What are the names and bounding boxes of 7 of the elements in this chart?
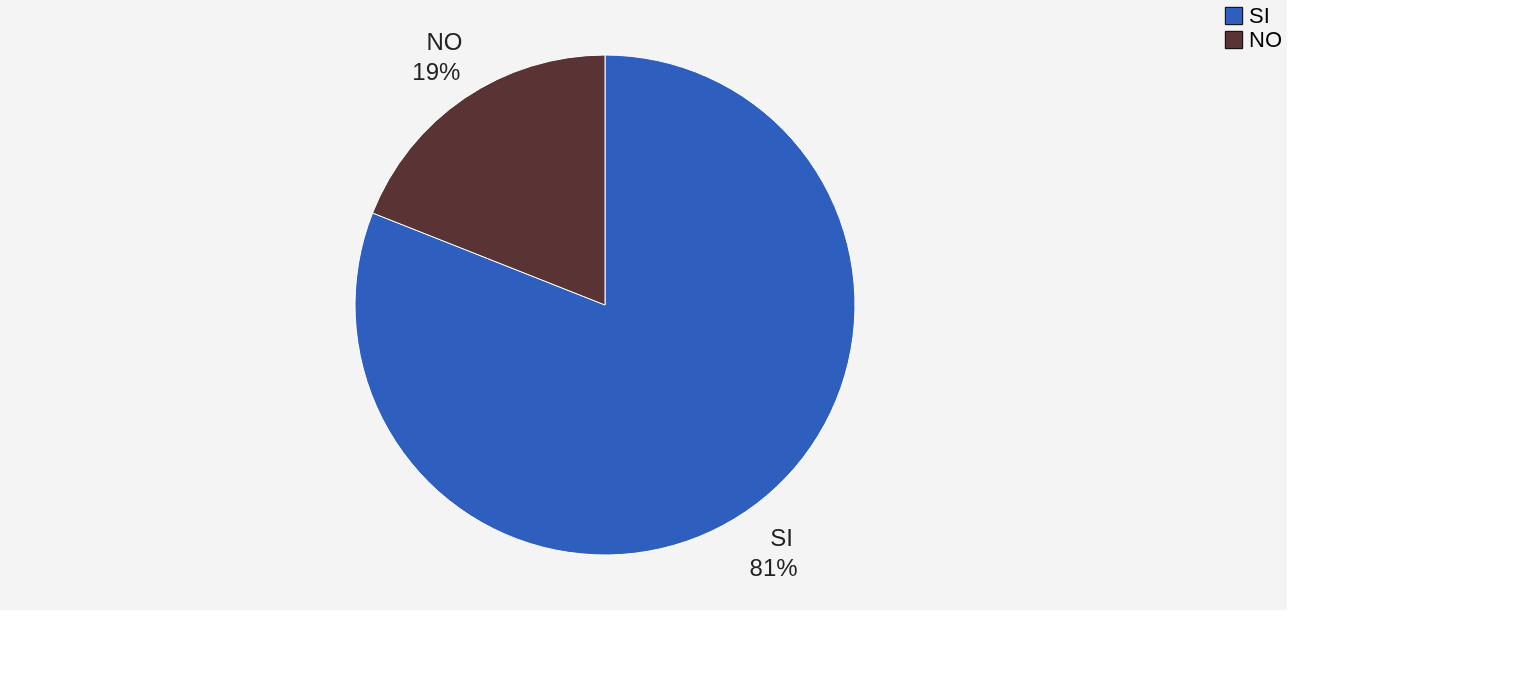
slice-label: NO [426, 27, 463, 55]
data-label: 81% [749, 554, 798, 582]
pie-slice [354, 54, 856, 556]
legend-label: SI [1249, 3, 1270, 28]
legend-label: NO [1249, 27, 1282, 52]
slice-label: SI [770, 524, 793, 552]
data-label: 19% [412, 57, 461, 85]
